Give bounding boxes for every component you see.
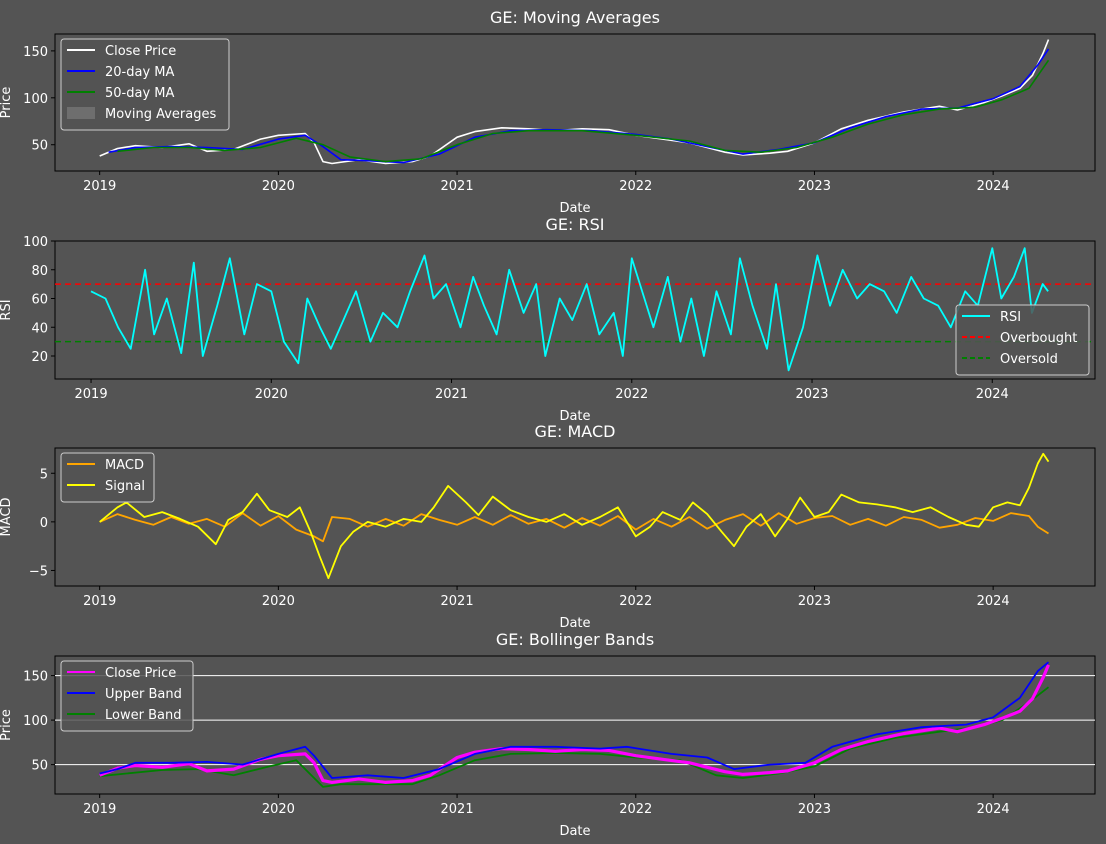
x-tick-label: 2020 <box>255 387 288 402</box>
y-tick-label: 0 <box>40 516 48 531</box>
x-tick-label: 2023 <box>798 179 831 194</box>
y-tick-label: 50 <box>31 139 48 154</box>
legend: MACD Signal <box>60 452 155 503</box>
legend-label: Close Price <box>105 44 176 59</box>
x-tick-label: 2023 <box>798 802 831 817</box>
x-tick-label: 2021 <box>435 387 468 402</box>
chart-panel-4: 2019 2020 2021 2022 2023 2024 50 100 150 GE: Boll… <box>0 630 1096 839</box>
legend-label: Moving Averages <box>105 107 216 122</box>
y-axis-label: Price <box>0 87 14 119</box>
legend-label: Close Price <box>105 666 176 681</box>
legend-swatch <box>67 107 95 119</box>
legend: Close Price 20-day MA 50-day MA Moving Aver… <box>60 38 230 131</box>
x-tick-label: 2021 <box>441 594 474 609</box>
legend-box <box>60 452 155 503</box>
x-tick-label: 2024 <box>977 594 1010 609</box>
series-line-rsi <box>90 247 1049 372</box>
y-tick-label: −5 <box>29 564 48 579</box>
series-line-upper-band <box>99 661 1050 779</box>
series-line-50-day-ma <box>117 59 1050 163</box>
plot-area <box>54 447 1096 587</box>
x-tick-label: 2022 <box>619 594 652 609</box>
chart-title: GE: RSI <box>546 215 605 234</box>
legend-label: MACD <box>105 458 144 473</box>
y-tick-label: 80 <box>31 264 48 279</box>
x-tick-label: 2023 <box>795 387 828 402</box>
x-tick-label: 2021 <box>441 802 474 817</box>
y-tick-label: 60 <box>31 293 48 308</box>
y-tick-label: 100 <box>23 92 48 107</box>
x-tick-label: 2019 <box>83 802 116 817</box>
legend-label: 50-day MA <box>105 86 174 101</box>
x-axis-label: Date <box>559 409 590 424</box>
x-tick-label: 2022 <box>615 387 648 402</box>
y-tick-label: 150 <box>23 670 48 685</box>
y-axis-label: Price <box>0 709 14 741</box>
y-tick-label: 100 <box>23 714 48 729</box>
legend-label: Signal <box>105 479 145 494</box>
chart-title: GE: Bollinger Bands <box>496 630 654 649</box>
legend-label: Lower Band <box>105 708 181 723</box>
chart-title: GE: MACD <box>535 422 616 441</box>
x-tick-label: 2024 <box>977 179 1010 194</box>
chart-panel-3: 2019 2020 2021 2022 2023 2024 −5 0 5 GE: MACD Date… <box>0 422 1096 631</box>
y-axis-label: MACD <box>0 498 14 537</box>
legend: RSI Overbought Oversold <box>955 304 1090 376</box>
legend-box <box>60 38 230 131</box>
y-tick-label: 40 <box>31 321 48 336</box>
x-axis-label: Date <box>559 824 590 839</box>
legend: Close Price Upper Band Lower Band <box>60 660 194 732</box>
y-axis-label: RSI <box>0 299 14 320</box>
plot-area <box>54 240 1096 380</box>
legend-label: Overbought <box>1000 331 1077 346</box>
x-tick-label: 2024 <box>976 387 1009 402</box>
x-tick-label: 2021 <box>441 179 474 194</box>
x-tick-label: 2019 <box>83 179 116 194</box>
x-tick-label: 2024 <box>977 802 1010 817</box>
y-tick-label: 50 <box>31 759 48 774</box>
x-tick-label: 2020 <box>262 594 295 609</box>
chart-panel-1: 2019 2020 2021 2022 2023 2024 50 100 150 GE: Movi… <box>0 8 1096 216</box>
x-tick-label: 2022 <box>619 179 652 194</box>
x-axis-label: Date <box>559 616 590 631</box>
series-line-lower-band <box>99 686 1050 788</box>
legend-label: RSI <box>1000 310 1021 325</box>
plot-area <box>54 655 1096 795</box>
chart-panel-2: 2019 2020 2021 2022 2023 2024 20 40 60 80 100 GE: R… <box>0 215 1096 424</box>
y-tick-label: 150 <box>23 45 48 60</box>
legend-label: Upper Band <box>105 687 182 702</box>
x-tick-label: 2019 <box>75 387 108 402</box>
x-tick-label: 2020 <box>262 179 295 194</box>
x-tick-label: 2022 <box>619 802 652 817</box>
y-tick-label: 5 <box>40 467 48 482</box>
x-tick-label: 2020 <box>262 802 295 817</box>
chart-title: GE: Moving Averages <box>490 8 660 27</box>
series-line-signal <box>99 452 1050 580</box>
x-tick-label: 2019 <box>83 594 116 609</box>
x-axis-label: Date <box>559 201 590 216</box>
y-tick-label: 100 <box>23 235 48 250</box>
series-line-macd <box>99 512 1049 543</box>
legend-label: Oversold <box>1000 352 1058 367</box>
legend-label: 20-day MA <box>105 65 174 80</box>
x-tick-label: 2023 <box>798 594 831 609</box>
y-tick-label: 20 <box>31 350 48 365</box>
